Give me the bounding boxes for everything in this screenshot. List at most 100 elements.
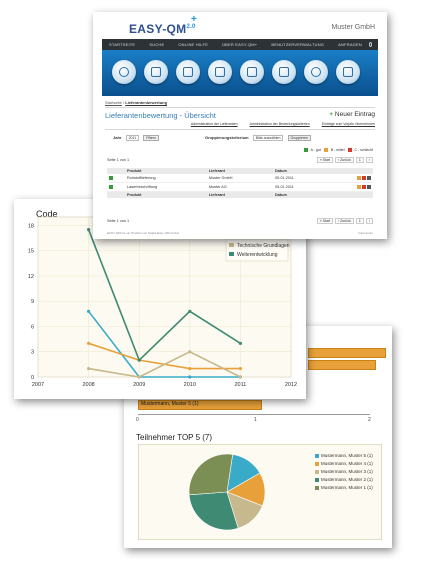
pie-legend-item: Mustermann, Muster 5 (1)	[315, 453, 373, 458]
nav-suche[interactable]: SUCHE	[149, 42, 165, 47]
legend-swatch	[229, 252, 234, 256]
bar-tick-1: 1	[254, 417, 257, 423]
nav-benutzerverwaltung[interactable]: BENUTZERVERWALTUNG	[271, 42, 325, 47]
group-button[interactable]: Gruppieren	[287, 135, 312, 141]
legend-swatch	[315, 453, 319, 458]
edit-icon[interactable]	[357, 185, 361, 189]
supplier-table: Produkt Lieferant Datum Rohstofflieferun…	[107, 168, 373, 198]
pager-page-1[interactable]: 1	[355, 218, 364, 224]
legend-swatch	[315, 477, 319, 482]
pager-next[interactable]: ›	[365, 157, 373, 163]
legend-label: B - mittel	[330, 148, 345, 152]
table-header-row: Produkt Lieferant Datum	[107, 168, 373, 174]
col-actions	[327, 191, 373, 198]
pager-page-1[interactable]: 1	[355, 157, 364, 163]
table-row[interactable]: Rohstofflieferung Muster GmbH 05.01.2011	[107, 174, 373, 183]
hbar-3	[138, 400, 262, 410]
print-icon[interactable]	[367, 176, 371, 180]
settings-module-icon[interactable]	[144, 60, 168, 84]
company-name: Muster GmbH	[331, 24, 375, 31]
col-produkt[interactable]: Produkt	[125, 168, 207, 174]
documents-module-icon[interactable]	[176, 60, 200, 84]
pager-bottom: « Start ‹ Zurück 1 ›	[316, 218, 373, 224]
col-datum[interactable]: Datum	[273, 168, 328, 174]
logo: EASY-QM2.0 +	[129, 14, 197, 36]
series-line-0	[87, 310, 241, 378]
col-status	[107, 191, 125, 198]
data-point	[87, 309, 91, 313]
pager-start[interactable]: « Start	[316, 157, 334, 163]
main-nav: STARTSEITE SUCHE ONLINE HILFE ÜBER EASY-…	[102, 39, 378, 50]
pager-back[interactable]: ‹ Zurück	[335, 218, 354, 224]
legend-label: Technische Grundlagen	[237, 243, 290, 249]
bar-axis	[138, 414, 370, 415]
breadcrumb-home[interactable]: Startseite	[105, 100, 122, 105]
link-admin-criteria[interactable]: Administration der Bewertungskriterien	[249, 122, 310, 126]
col-produkt: Produkt	[125, 191, 207, 198]
nav-online-hilfe[interactable]: ONLINE HILFE	[178, 42, 209, 47]
gear-icon[interactable]	[368, 42, 372, 47]
x-tick-label: 2007	[32, 382, 44, 388]
table-footer-row: Produkt Lieferant Datum	[107, 191, 373, 198]
pager-start[interactable]: « Start	[316, 218, 334, 224]
data-point	[188, 309, 192, 313]
group-label: Gruppierungskriterium	[205, 135, 249, 140]
rating-legend: A - gut B - mittel C - schlecht	[303, 148, 373, 152]
pager-next[interactable]: ›	[365, 218, 373, 224]
chart-legend	[225, 238, 289, 262]
status-green-icon	[109, 176, 113, 180]
logo-plus-icon: +	[191, 14, 198, 25]
delete-icon[interactable]	[362, 176, 366, 180]
edit-icon[interactable]	[357, 176, 361, 180]
chart-module-icon[interactable]	[336, 60, 360, 84]
y-tick-label: 6	[31, 324, 34, 330]
data-point	[137, 375, 141, 379]
data-point	[87, 341, 91, 345]
x-tick-label: 2012	[285, 382, 297, 388]
legend-swatch	[315, 469, 319, 474]
new-entry-label: Neuer Eintrag	[334, 111, 375, 118]
legend-swatch	[347, 148, 352, 152]
x-tick-label: 2011	[234, 382, 246, 388]
col-datum: Datum	[273, 191, 328, 198]
search-module-icon[interactable]	[112, 60, 136, 84]
cell-datum: 05.01.2011	[273, 174, 328, 183]
pie-legend-item: Mustermann, Muster 1 (1)	[315, 485, 373, 490]
divider	[105, 129, 375, 130]
audit-module-icon[interactable]	[208, 60, 232, 84]
hbar-2	[308, 360, 376, 370]
review-module-icon[interactable]	[240, 60, 264, 84]
network-module-icon[interactable]	[304, 60, 328, 84]
table-row[interactable]: Laserbeschriftung Muster AG 05.01.2011	[107, 182, 373, 192]
col-lieferant[interactable]: Lieferant	[206, 168, 274, 174]
cell-lieferant: Muster AG	[206, 182, 274, 192]
legend-label: A - gut	[310, 148, 321, 152]
pager-info-bottom: Seite 1 von 1	[107, 219, 130, 223]
pager-back[interactable]: ‹ Zurück	[335, 157, 354, 163]
filter-button[interactable]: Filtern	[143, 135, 159, 141]
y-tick-label: 18	[28, 223, 34, 229]
link-copy-previous-year[interactable]: Einträge zum Vorjahr übernehmen	[321, 122, 375, 126]
x-tick-label: 2010	[184, 382, 196, 388]
new-entry-button[interactable]: + Neuer Eintrag	[329, 111, 375, 118]
data-point	[137, 358, 141, 362]
pie-title: Teilnehmer TOP 5 (7)	[136, 433, 213, 442]
x-tick-label: 2008	[82, 382, 94, 388]
bar-tick-2: 2	[368, 417, 371, 423]
pie-slice-4	[188, 453, 234, 496]
cell-produkt: Laserbeschriftung	[125, 182, 207, 192]
year-filter: Jahr 2011 Filtern	[113, 135, 159, 141]
group-select[interactable]: Bitte auswählen	[252, 135, 284, 141]
export-module-icon[interactable]	[272, 60, 296, 84]
link-admin-suppliers[interactable]: Administration der Lieferanten	[190, 122, 238, 126]
delete-icon[interactable]	[362, 185, 366, 189]
print-icon[interactable]	[367, 185, 371, 189]
data-point	[188, 375, 192, 379]
footer-impressum[interactable]: Impressum	[358, 231, 373, 235]
nav-ueber[interactable]: ÜBER EASY-QM+	[222, 42, 258, 47]
year-select[interactable]: 2011	[125, 135, 140, 141]
nav-anfragen[interactable]: ANFRAGEN	[338, 42, 362, 47]
divider	[105, 107, 375, 108]
app-window: EASY-QM2.0 + Muster GmbH STARTSEITE SUCH…	[93, 12, 387, 239]
nav-startseite[interactable]: STARTSEITE	[109, 42, 136, 47]
